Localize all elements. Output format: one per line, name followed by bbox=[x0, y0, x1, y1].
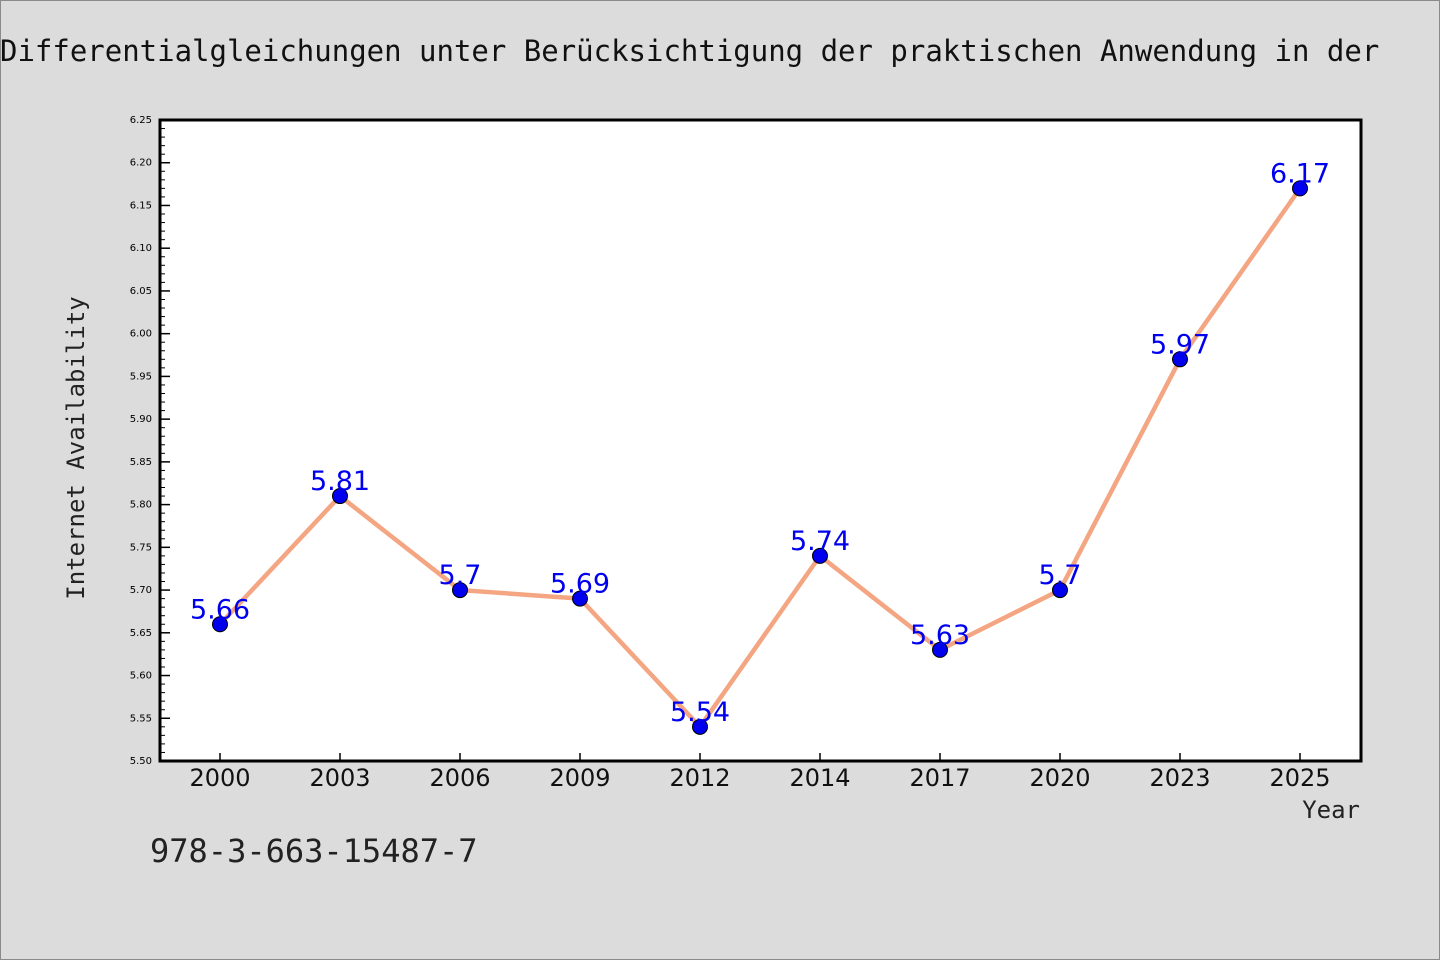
data-point bbox=[692, 718, 708, 735]
x-tick-label: 2020 bbox=[1029, 764, 1090, 792]
x-tick-label: 2012 bbox=[669, 764, 730, 792]
y-tick-label: 5.95 bbox=[130, 371, 152, 382]
data-point bbox=[332, 488, 348, 505]
data-label: 5.66 bbox=[190, 594, 250, 625]
data-label: 5.63 bbox=[910, 620, 970, 651]
data-label: 5.97 bbox=[1150, 329, 1210, 360]
y-tick-label: 6.00 bbox=[130, 329, 152, 340]
x-tick-label: 2017 bbox=[909, 764, 970, 792]
y-tick-label: 5.65 bbox=[130, 628, 152, 639]
y-tick-label: 5.80 bbox=[130, 500, 152, 511]
y-tick-label: 5.55 bbox=[130, 713, 152, 724]
y-axis-ticks: 5.50 5.55 5.60 5.65 5.70 5.75 5.80 5.85 5.90 5.95… bbox=[130, 115, 170, 767]
data-point bbox=[1052, 582, 1068, 599]
x-tick-label: 2000 bbox=[189, 764, 250, 792]
y-tick-label: 6.10 bbox=[130, 243, 152, 254]
y-tick-label: 5.60 bbox=[130, 671, 152, 682]
y-tick-label: 5.50 bbox=[130, 756, 152, 767]
y-tick-label: 5.90 bbox=[130, 414, 152, 425]
data-point bbox=[452, 582, 468, 599]
data-point bbox=[812, 547, 828, 564]
y-tick-label: 5.70 bbox=[130, 585, 152, 596]
y-tick-label: 6.25 bbox=[130, 115, 152, 126]
series-layer: 5.66 5.81 5.7 5.69 5.54 5.74 5.63 5.7 5.97 6.17 bbox=[190, 158, 1330, 735]
data-label: 5.81 bbox=[310, 466, 370, 497]
x-axis-label: Year bbox=[1302, 796, 1360, 824]
y-tick-label: 6.15 bbox=[130, 200, 152, 211]
data-point bbox=[212, 616, 228, 633]
plot-area bbox=[158, 118, 1363, 763]
data-label: 5.7 bbox=[1039, 560, 1082, 591]
x-axis-ticks: 2000 2003 2006 2009 2012 2014 2017 2020 2023 2025 bbox=[189, 753, 1331, 792]
data-label: 5.74 bbox=[790, 526, 850, 557]
data-point bbox=[572, 590, 588, 607]
x-tick-label: 2025 bbox=[1269, 764, 1330, 792]
x-tick-label: 2009 bbox=[549, 764, 610, 792]
data-point bbox=[1172, 351, 1188, 368]
isbn-text: 978-3-663-15487-7 bbox=[150, 832, 478, 870]
y-tick-label: 6.05 bbox=[130, 286, 152, 297]
x-tick-label: 2023 bbox=[1149, 764, 1210, 792]
x-tick-label: 2014 bbox=[789, 764, 850, 792]
data-label: 5.7 bbox=[439, 560, 482, 591]
chart-title: Differentialgleichungen unter Berücksich… bbox=[0, 34, 1380, 68]
data-label: 6.17 bbox=[1270, 158, 1330, 189]
y-tick-label: 5.75 bbox=[130, 542, 152, 553]
data-point bbox=[1292, 180, 1308, 197]
y-tick-label: 5.85 bbox=[130, 457, 152, 468]
x-tick-label: 2006 bbox=[429, 764, 490, 792]
x-tick-label: 2003 bbox=[309, 764, 370, 792]
data-label: 5.69 bbox=[550, 569, 610, 600]
series-line bbox=[218, 187, 1302, 730]
data-point bbox=[932, 641, 948, 658]
data-label: 5.54 bbox=[670, 697, 730, 728]
y-tick-label: 6.20 bbox=[130, 158, 152, 169]
